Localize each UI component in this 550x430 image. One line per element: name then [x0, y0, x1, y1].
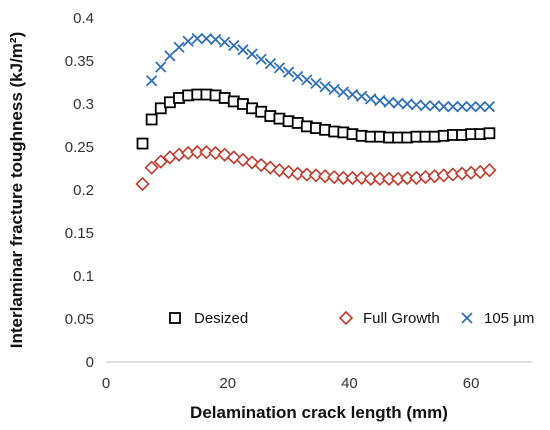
fiber-105um-x-point — [173, 41, 185, 53]
full-growth-diamond-point — [290, 166, 305, 181]
fiber-105um-x-point — [301, 74, 313, 86]
fiber-105um-x-point — [428, 100, 441, 112]
fiber-105um-x-point — [282, 66, 295, 78]
fiber-105um-x-point — [155, 61, 167, 73]
fiber-105um-x-point — [374, 94, 386, 107]
fiber-105um-x-point — [319, 81, 331, 93]
y-tick-label: 0.1 — [73, 268, 94, 285]
fiber-105um-x-point — [346, 88, 359, 101]
fiber-105um-x-point — [392, 97, 404, 109]
y-tick-label: 0.05 — [65, 311, 94, 328]
y-tick-label: 0.2 — [73, 182, 94, 199]
fiber-105um-x-point — [310, 77, 322, 89]
fiber-105um-x-point — [164, 50, 176, 62]
series-2 — [135, 145, 497, 192]
full-growth-diamond-point — [354, 170, 369, 186]
legend-label-full-growth: Full Growth — [363, 310, 440, 327]
fiber-105um-x-point — [465, 100, 477, 113]
y-axis-title: Interlaminar fracture toughness (kJ/m²) — [7, 32, 26, 348]
series-3 — [146, 33, 496, 113]
full-growth-diamond-point — [317, 169, 333, 184]
fiber-105um-x-point — [383, 96, 395, 108]
fiber-105um-x-point — [355, 90, 368, 102]
y-tick-label: 0.35 — [65, 53, 94, 70]
fiber-105um-x-point — [264, 57, 276, 70]
desized-square-point — [483, 127, 496, 140]
fiber-105um-x-point — [246, 48, 258, 60]
x-tick-label: 40 — [341, 375, 358, 392]
full-growth-diamond-point — [482, 163, 497, 178]
fiber-105um-x-point — [419, 100, 432, 112]
fiber-105um-x-point — [410, 99, 423, 111]
full-growth-diamond-point — [308, 168, 324, 183]
fiber-105um-x-point — [209, 33, 222, 46]
fiber-105um-x-point — [447, 100, 459, 113]
fiber-105um-x-point — [146, 75, 158, 87]
full-growth-diamond-point — [299, 167, 314, 182]
y-tick-label: 0.4 — [73, 10, 94, 27]
fiber-105um-x-point — [456, 100, 468, 113]
legend-desized-square-point — [169, 312, 181, 324]
y-tick-label: 0.25 — [65, 139, 94, 156]
desized-square-point — [136, 137, 149, 150]
series-1 — [136, 88, 496, 150]
legend: Desized Full Growth 105 µm — [169, 310, 534, 327]
y-tick-label: 0 — [86, 354, 94, 371]
fiber-105um-x-point — [191, 33, 203, 45]
legend-label-desized: Desized — [194, 310, 248, 327]
fiber-105um-x-point — [365, 93, 377, 105]
legend-label-fiber-105um: 105 µm — [484, 310, 534, 327]
ticks-layer: 0 20 40 60 0 0.05 0.1 0.15 0.2 0.25 0.3 0.35 0.4 — [65, 10, 480, 392]
fiber-105um-x-point — [337, 86, 349, 98]
legend-full-growth-diamond-point — [338, 310, 354, 326]
x-axis-title: Delamination crack length (mm) — [190, 403, 448, 422]
x-tick-label: 0 — [102, 375, 110, 392]
fiber-105um-x-point — [292, 70, 304, 83]
full-growth-diamond-point — [327, 169, 342, 185]
full-growth-diamond-point — [208, 145, 223, 161]
full-growth-diamond-point — [135, 176, 150, 192]
fiber-105um-x-point — [200, 33, 213, 45]
fiber-105um-x-point — [401, 98, 413, 110]
desized-square-point — [145, 113, 158, 126]
full-growth-diamond-point — [153, 154, 168, 169]
full-growth-diamond-point — [281, 164, 296, 180]
x-tick-label: 20 — [219, 375, 236, 392]
fiber-105um-x-point — [182, 35, 194, 47]
fiber-105um-x-point — [438, 100, 450, 113]
y-tick-label: 0.15 — [65, 225, 94, 242]
x-tick-label: 60 — [463, 375, 480, 392]
fiber-105um-x-point — [228, 39, 240, 52]
full-growth-diamond-point — [144, 160, 159, 175]
full-growth-diamond-point — [199, 145, 214, 160]
legend-fiber-105um-x-point — [461, 312, 473, 324]
fiber-105um-x-point — [255, 53, 267, 65]
fiber-105um-x-point — [273, 62, 286, 74]
y-tick-label: 0.3 — [73, 96, 94, 113]
desized-square-point — [154, 102, 167, 115]
fiber-105um-x-point — [237, 44, 249, 56]
series-layer — [135, 33, 497, 192]
fiber-105um-x-point — [328, 83, 340, 96]
fiber-105um-x-point — [483, 100, 496, 113]
full-growth-diamond-point — [272, 163, 287, 178]
fiber-105um-x-point — [219, 36, 231, 48]
fiber-105um-x-point — [474, 100, 486, 113]
